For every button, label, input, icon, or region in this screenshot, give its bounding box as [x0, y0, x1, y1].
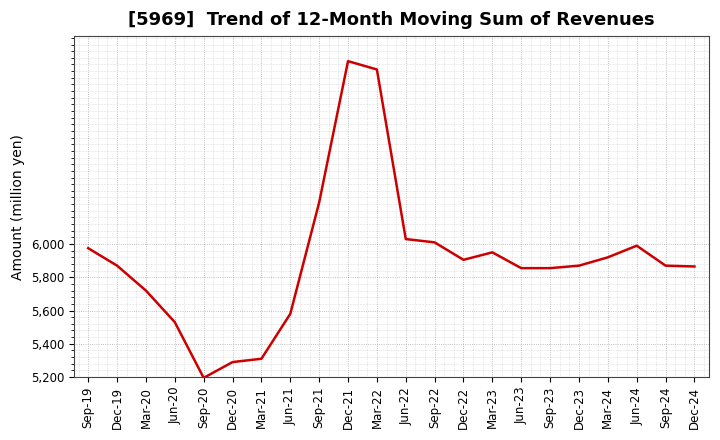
Y-axis label: Amount (million yen): Amount (million yen) — [11, 134, 25, 279]
Title: [5969]  Trend of 12-Month Moving Sum of Revenues: [5969] Trend of 12-Month Moving Sum of R… — [128, 11, 654, 29]
